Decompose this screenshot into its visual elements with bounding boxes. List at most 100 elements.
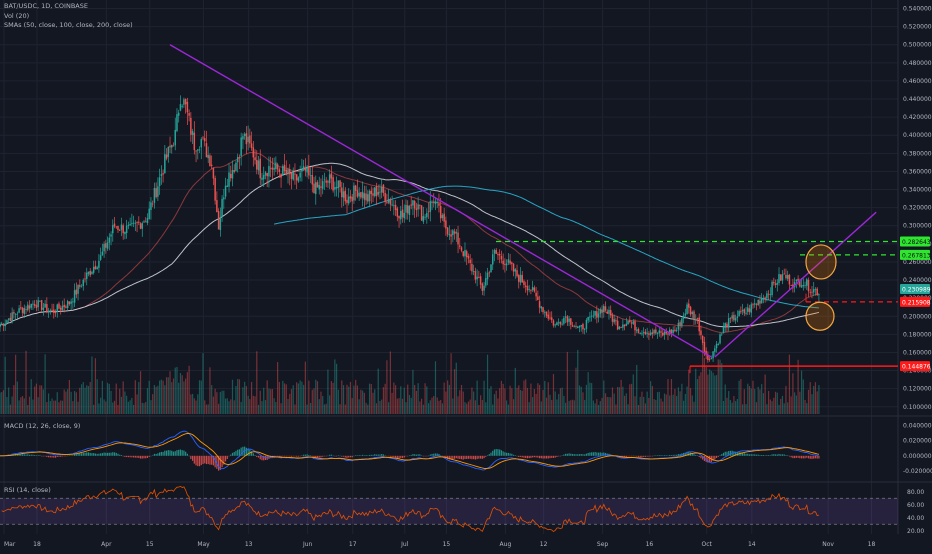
macd-histogram-bar	[403, 455, 405, 458]
volume-bar	[506, 400, 508, 414]
volume-bar	[686, 386, 688, 414]
candle-body	[694, 318, 697, 321]
volume-bar	[755, 402, 758, 414]
macd-histogram-bar	[804, 455, 806, 459]
candle-body	[98, 260, 100, 268]
price-tick-label: 0.160000	[903, 349, 932, 356]
candle-body	[257, 160, 260, 171]
macd-histogram-bar	[218, 455, 220, 471]
price-tick-label: 0.420000	[903, 114, 932, 121]
volume-bar	[256, 351, 258, 414]
volume-bar	[377, 368, 379, 414]
volume-bar	[535, 393, 537, 414]
volume-bar	[275, 401, 277, 414]
candle-body	[420, 205, 423, 221]
volume-bar	[362, 390, 364, 414]
target-1-price-tag-bg	[900, 236, 930, 247]
candle-body	[372, 193, 374, 196]
volume-bar	[296, 382, 298, 414]
volume-bar	[599, 401, 601, 414]
macd-histogram-bar	[327, 455, 329, 457]
volume-bar	[283, 383, 286, 414]
volume-bar	[462, 391, 464, 414]
macd-histogram-bar	[44, 455, 46, 457]
macd-histogram-bar	[462, 455, 464, 460]
macd-histogram-bar	[80, 453, 83, 456]
price-tick-label: 0.400000	[903, 132, 932, 139]
candle-body	[103, 243, 105, 252]
macd-histogram-bar	[37, 455, 39, 456]
candle-body	[341, 187, 343, 198]
candle-body	[745, 312, 747, 314]
macd-histogram-bar	[698, 455, 700, 457]
candle-body	[228, 172, 230, 187]
candle-body	[731, 315, 733, 319]
candle-body	[436, 202, 438, 203]
volume-bar	[143, 403, 145, 414]
macd-histogram-bar	[695, 454, 697, 456]
candle-body	[193, 132, 196, 151]
macd-histogram-bar	[113, 452, 116, 456]
price-tick-label: 0.440000	[903, 96, 932, 103]
volume-bar	[464, 402, 466, 414]
volume-bar	[120, 396, 123, 414]
macd-histogram-bar	[263, 455, 265, 461]
candle-body	[20, 307, 22, 309]
macd-histogram-bar	[224, 455, 227, 462]
candle-body	[637, 328, 640, 334]
candle-body	[452, 230, 454, 236]
candle-body	[134, 222, 137, 224]
candle-body	[580, 324, 582, 327]
macd-histogram-bar	[646, 455, 648, 457]
volume-bar	[750, 388, 752, 414]
volume-bar	[594, 403, 596, 414]
candle-body	[406, 205, 409, 214]
candle-body	[504, 263, 506, 265]
candle-body	[223, 197, 225, 200]
volume-bar	[684, 393, 686, 414]
candle-body	[174, 129, 176, 146]
volume-bar	[618, 387, 620, 414]
volume-bar	[551, 399, 553, 414]
volume-bar	[419, 401, 421, 414]
volume-bar	[665, 394, 667, 414]
volume-bar	[516, 387, 518, 414]
volume-bar	[245, 386, 247, 414]
candle-body	[299, 172, 301, 178]
candle-body	[224, 185, 227, 197]
macd-histogram-bar	[700, 455, 702, 459]
volume-bar	[18, 400, 20, 414]
volume-bar	[16, 381, 18, 414]
volume-bar	[514, 367, 516, 414]
candle-body	[438, 203, 440, 206]
candle-body	[471, 263, 473, 272]
volume-bar	[558, 394, 560, 414]
candle-body	[481, 283, 484, 291]
candle-body	[68, 301, 71, 305]
volume-bar	[91, 356, 93, 414]
candle-body	[172, 145, 175, 147]
macd-histogram-bar	[415, 454, 417, 456]
macd-histogram-bar	[467, 455, 470, 459]
volume-bar	[629, 384, 631, 414]
grid-layer	[0, 0, 932, 534]
candle-body	[6, 320, 8, 323]
macd-histogram-bar	[648, 455, 650, 457]
candle-body	[153, 188, 156, 203]
volume-bar	[781, 395, 784, 414]
candle-body	[212, 167, 215, 179]
volume-bar	[303, 384, 305, 414]
macd-histogram-bar	[349, 455, 352, 458]
macd-histogram-bar	[759, 455, 761, 456]
volume-bar	[101, 380, 103, 414]
macd-histogram-bar	[120, 454, 123, 456]
volume-bar	[315, 379, 317, 414]
volume-bar	[707, 374, 709, 414]
candle-body	[256, 159, 258, 170]
annotation-layer	[169, 44, 898, 374]
macd-histogram-bar	[233, 452, 235, 456]
candle-body	[370, 190, 373, 195]
volume-bar	[58, 402, 60, 414]
macd-histogram-bar	[207, 455, 209, 465]
candle-body	[141, 223, 144, 229]
